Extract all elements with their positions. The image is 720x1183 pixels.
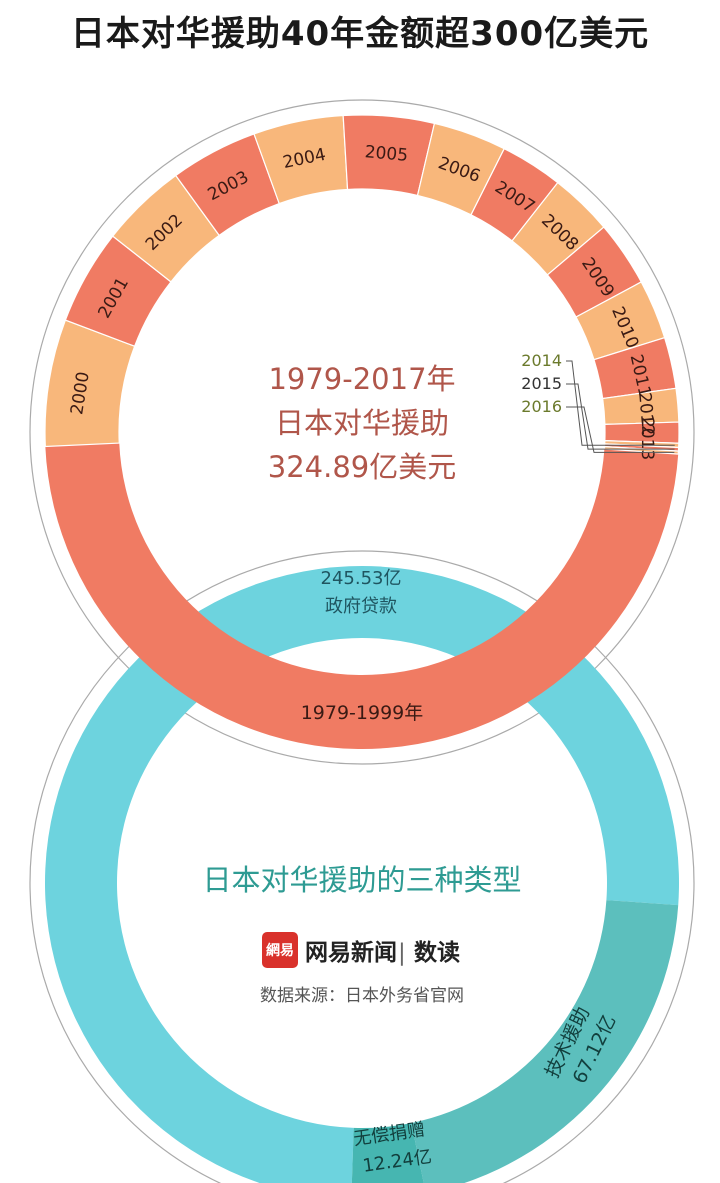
yearly-ring-outline — [29, 99, 695, 765]
callout-line-2015 — [566, 383, 675, 450]
type-slice-technical-aid — [411, 900, 679, 1183]
netease-logo-text: 網易 — [266, 942, 294, 959]
callout-line-2014 — [566, 360, 675, 446]
type-slice-grant — [351, 1122, 424, 1183]
government-loan-value: 245.53亿 — [321, 568, 402, 589]
small-year-callouts: 2014 2015 2016 — [521, 351, 675, 453]
data-source: 数据来源：日本外务省官网 — [260, 986, 464, 1006]
yearly-aid-ring — [44, 114, 680, 749]
brand-block: 網易 网易新闻 | 数读 数据来源：日本外务省官网 — [260, 932, 464, 1006]
government-loan-label: 政府贷款 — [325, 596, 397, 617]
callout-label-2014: 2014 — [521, 351, 562, 370]
page-title: 日本对华援助40年金额超300亿美元 — [70, 14, 650, 54]
brand-name: 网易新闻 — [305, 939, 397, 966]
callout-label-2016: 2016 — [521, 397, 562, 416]
year-label-2013: 2013 — [637, 417, 657, 460]
callout-line-2016 — [566, 406, 675, 453]
total-aid-title: 1979-2017年 日本对华援助 324.89亿美元 — [268, 362, 456, 484]
total-aid-period: 1979-2017年 — [268, 362, 455, 396]
chart-outlines — [29, 99, 695, 1183]
year-label-1979-1999: 1979-1999年 — [301, 702, 424, 724]
aid-types-ring — [45, 566, 679, 1183]
year-label-2012: 2012 — [634, 391, 658, 436]
netease-logo-icon — [262, 932, 298, 968]
total-aid-amount: 324.89亿美元 — [268, 450, 456, 484]
brand-separator: | — [398, 940, 406, 966]
aid-types-title: 日本对华援助的三种类型 — [202, 863, 521, 897]
total-aid-subject: 日本对华援助 — [275, 406, 449, 440]
year-label-2005: 2005 — [364, 142, 409, 166]
callout-label-2015: 2015 — [521, 374, 562, 393]
types-ring-outline — [29, 550, 695, 1183]
brand-column: 数读 — [414, 940, 460, 966]
year-slice-1979-1999 — [45, 443, 679, 749]
